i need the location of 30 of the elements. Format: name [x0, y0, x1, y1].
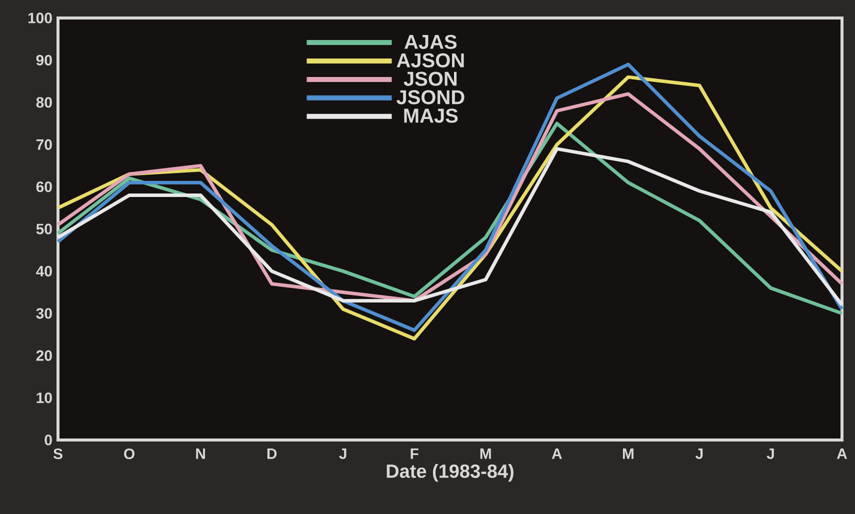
y-tick-label: 40 — [36, 266, 52, 276]
x-tick-label: A — [836, 448, 848, 459]
y-tick-label: 80 — [36, 97, 52, 108]
y-tick-label: 20 — [36, 350, 52, 361]
y-tick-label: 70 — [36, 139, 52, 150]
line-series — [56, 147, 844, 307]
y-tick-label: 10 — [36, 392, 52, 404]
y-tick-label: 30 — [36, 308, 52, 319]
x-tick-label: A — [552, 448, 562, 459]
y-tick-label: 50 — [36, 224, 52, 234]
y-tick-label: 100 — [28, 12, 52, 24]
x-tick-label: F — [410, 448, 418, 459]
legend-label: MAJS — [404, 108, 458, 123]
x-tick-label: S — [53, 448, 62, 460]
legend-label: AJSON — [396, 53, 464, 68]
legend-label: JSOND — [396, 90, 464, 104]
y-tick-label: 90 — [36, 54, 52, 66]
x-tick-label: J — [766, 448, 774, 459]
legend-label: JSON — [404, 72, 457, 86]
x-tick-label: J — [696, 448, 703, 459]
legend-label: AJAS — [404, 34, 457, 49]
y-tick-label: 60 — [36, 181, 52, 192]
x-tick-label: M — [622, 448, 634, 459]
x-tick-label: N — [196, 448, 205, 459]
x-tick-label: D — [267, 448, 277, 459]
x-tick-label: O — [124, 448, 134, 460]
y-tick-label: 0 — [44, 434, 52, 446]
x-tick-label: J — [339, 448, 346, 459]
x-tick-label: M — [480, 448, 491, 459]
x-axis-title: Date (1983-84) — [386, 464, 514, 482]
